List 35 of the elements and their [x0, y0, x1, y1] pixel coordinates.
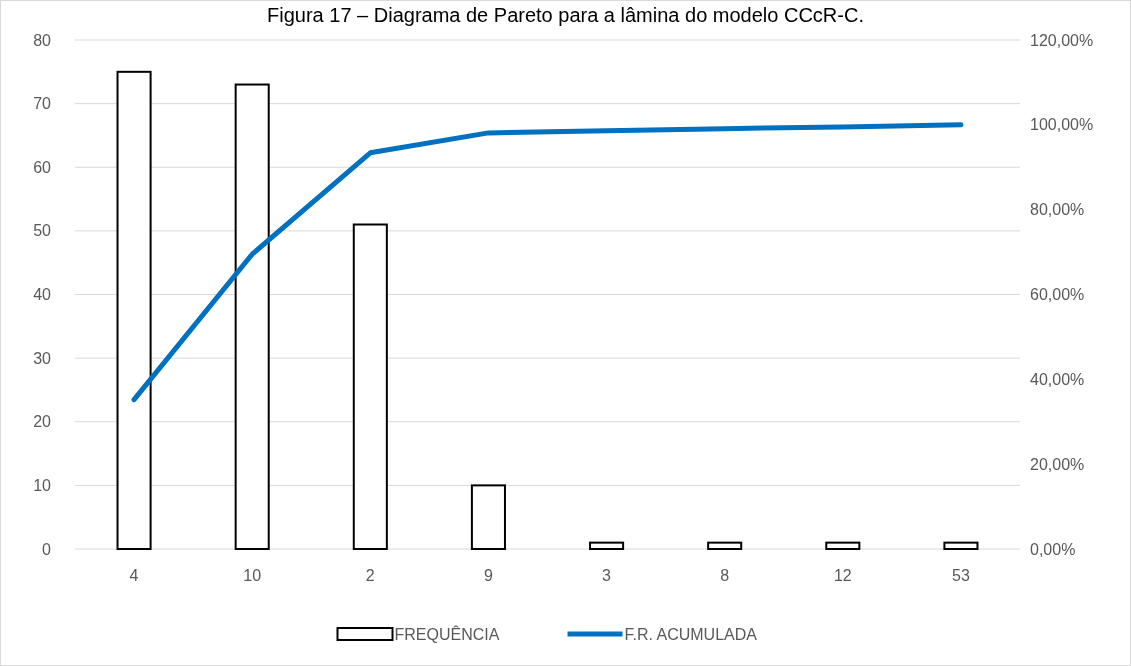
bar: [707, 541, 743, 550]
y-tick-label: 10: [33, 476, 52, 494]
y-tick-label: 50: [33, 222, 52, 240]
y2-tick-label: 0,00%: [1030, 540, 1076, 558]
y-tick-label: 60: [33, 158, 52, 176]
bar: [589, 541, 625, 550]
y-tick-label: 20: [33, 413, 52, 431]
bar: [116, 70, 152, 550]
y2-tick-label: 80,00%: [1030, 201, 1085, 219]
chart-title: Figura 17 – Diagrama de Pareto para a lâmina do modelo CCcR-C.: [267, 4, 864, 26]
x-tick-label: 4: [129, 567, 139, 584]
y2-tick-label: 120,00%: [1030, 31, 1094, 49]
legend-label: F.R. ACUMULADA: [624, 625, 758, 643]
y2-tick-label: 20,00%: [1030, 455, 1085, 473]
legend-label: FREQUÊNCIA: [394, 624, 500, 643]
x-tick-label: 12: [833, 567, 852, 584]
x-tick-label: 8: [720, 567, 730, 584]
y-tick-label: 30: [33, 349, 52, 367]
y-tick-label: 80: [33, 31, 52, 49]
y2-tick-label: 60,00%: [1030, 286, 1085, 304]
x-tick-label: 9: [483, 567, 493, 584]
y2-tick-label: 40,00%: [1030, 370, 1085, 388]
bar: [943, 541, 979, 550]
bar: [234, 83, 270, 550]
x-tick-label: 10: [243, 567, 262, 584]
y-tick-label: 70: [33, 95, 52, 113]
x-tick-label: 53: [952, 567, 970, 584]
bar: [470, 484, 506, 550]
bar: [825, 541, 861, 550]
y-tick-label: 40: [33, 286, 52, 304]
x-tick-label: 3: [602, 567, 612, 584]
bar: [352, 223, 388, 550]
y-tick-label: 0: [42, 540, 52, 558]
y2-tick-label: 100,00%: [1030, 116, 1094, 134]
x-tick-label: 2: [365, 567, 375, 584]
